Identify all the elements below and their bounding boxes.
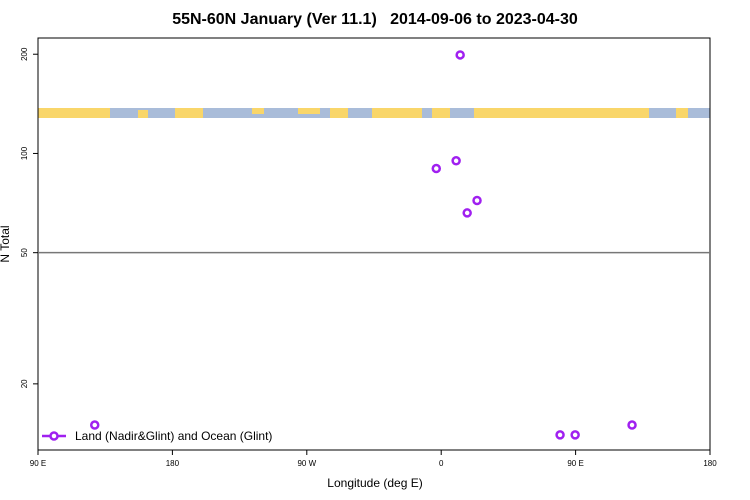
data-point — [555, 430, 565, 440]
x-tick-label: 90 E — [567, 459, 583, 468]
legend-marker — [49, 431, 59, 441]
legend-label: Land (Nadir&Glint) and Ocean (Glint) — [75, 429, 272, 443]
land-band — [252, 108, 264, 114]
y-tick-label: 200 — [20, 47, 29, 61]
y-axis-label: N Total — [0, 225, 12, 262]
data-point — [455, 50, 465, 60]
data-point — [431, 163, 442, 174]
land-mask-strip — [38, 108, 710, 118]
x-tick-label: 180 — [166, 459, 180, 468]
land-band — [372, 108, 422, 118]
data-point — [451, 156, 461, 166]
x-tick-label: 90 W — [297, 459, 316, 468]
land-band — [474, 108, 649, 118]
data-point — [570, 430, 580, 440]
land-band — [38, 108, 110, 118]
data-point — [462, 208, 472, 218]
x-tick-label: 0 — [439, 459, 444, 468]
y-tick-label: 20 — [20, 379, 29, 388]
land-band — [298, 108, 320, 114]
y-tick-label: 50 — [20, 248, 29, 257]
data-point — [89, 420, 100, 430]
data-point — [627, 420, 637, 430]
x-axis-label: Longitude (deg E) — [327, 476, 422, 490]
x-tick-label: 180 — [703, 459, 717, 468]
land-band — [138, 110, 148, 118]
plot-frame — [37, 37, 711, 451]
data-point — [472, 195, 482, 206]
x-tick-label: 90 E — [30, 459, 46, 468]
land-band — [676, 108, 688, 118]
y-tick-label: 100 — [20, 146, 29, 160]
land-band — [175, 108, 203, 118]
land-band — [432, 108, 450, 118]
chart-title: 55N-60N January (Ver 11.1) 2014-09-06 to… — [172, 11, 578, 28]
land-band — [330, 108, 348, 118]
